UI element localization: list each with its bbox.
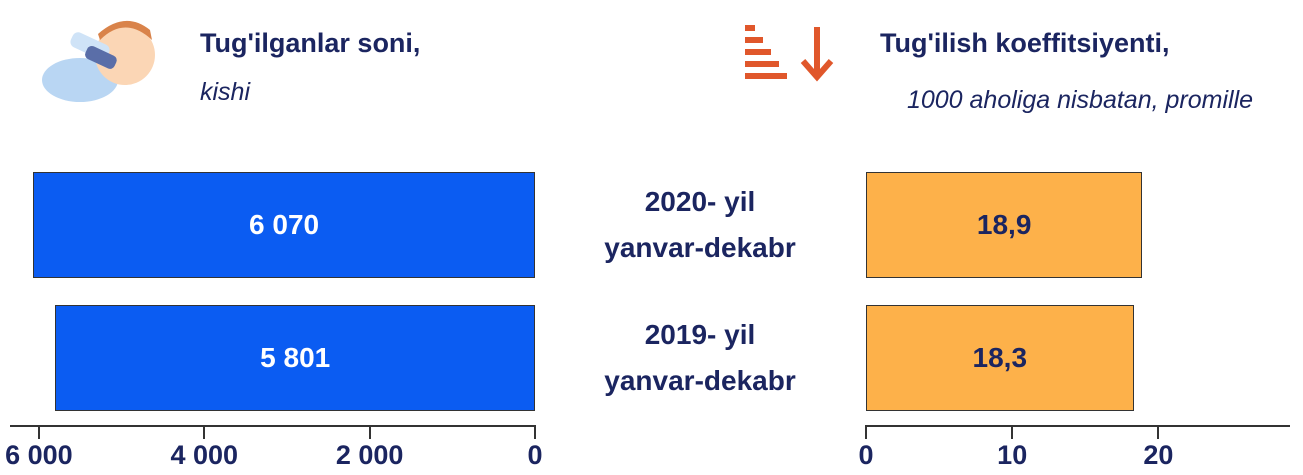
bar [866,305,1134,411]
panel-subtitle: 1000 aholiga nisbatan, promille [906,86,1254,114]
bar [55,305,535,411]
panel-title: Tug'ilganlar soni, [200,28,421,58]
x-tick-label: 20 [1143,440,1174,470]
tick-mark [368,425,371,439]
tick-mark [37,425,40,439]
x-tick-label: 10 [997,440,1028,470]
value-label: 18,3 [972,342,1028,373]
decrease-icon [745,25,834,82]
x-tick-label: 0 [527,440,543,470]
x-axis-line [866,425,1290,427]
tick-mark [534,425,536,439]
x-axis-line [10,425,535,427]
category-label: 2019- yil yanvar-dekabr [604,319,796,396]
tick-mark [203,425,206,439]
panel-subtitle: kishi [200,78,251,106]
value-label: 6 070 [249,209,320,240]
tick-mark [1157,425,1160,439]
tick-mark [865,425,867,439]
x-tick-label: 6 000 [5,440,73,470]
panel-title: Tug'ilish koeffitsiyenti, [880,28,1170,58]
value-label: 5 801 [260,342,331,373]
bar [866,172,1143,278]
tick-mark [1011,425,1014,439]
category-label: 2020- yil yanvar-dekabr [604,186,796,263]
baby-icon [42,20,155,102]
x-tick-label: 2 000 [335,440,404,470]
bar [33,172,535,278]
value-label: 18,9 [976,209,1032,240]
x-tick-label: 0 [858,440,874,470]
x-tick-label: 4 000 [170,440,239,470]
